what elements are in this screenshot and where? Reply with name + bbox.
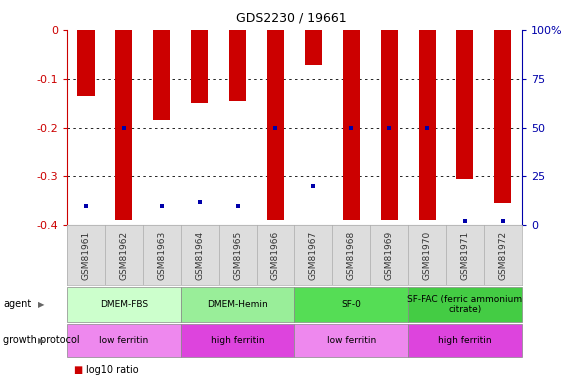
Text: GSM81961: GSM81961 (82, 230, 90, 280)
Bar (381, 30, 398, 220)
Bar (456, 30, 473, 179)
Text: ▶: ▶ (37, 336, 44, 345)
Text: GSM81965: GSM81965 (233, 230, 242, 280)
Text: high ferritin: high ferritin (438, 336, 491, 345)
Text: GSM81972: GSM81972 (498, 230, 507, 280)
Text: growth protocol: growth protocol (3, 335, 79, 345)
Text: GSM81970: GSM81970 (423, 230, 431, 280)
Bar (267, 30, 284, 220)
Bar (229, 30, 246, 101)
Text: ▶: ▶ (37, 300, 44, 309)
Bar (494, 30, 511, 203)
Text: agent: agent (3, 299, 31, 309)
Text: low ferritin: low ferritin (326, 336, 376, 345)
Text: GSM81967: GSM81967 (309, 230, 318, 280)
Text: GSM81964: GSM81964 (195, 230, 204, 280)
Text: DMEM-Hemin: DMEM-Hemin (207, 300, 268, 309)
Bar (78, 30, 94, 96)
Bar (115, 30, 132, 220)
Bar (191, 30, 208, 103)
Text: GSM81968: GSM81968 (347, 230, 356, 280)
Text: GSM81971: GSM81971 (461, 230, 469, 280)
Bar (343, 30, 360, 220)
Text: GSM81962: GSM81962 (120, 230, 128, 280)
Bar (419, 30, 436, 220)
Text: ■: ■ (73, 365, 82, 375)
Text: GSM81963: GSM81963 (157, 230, 166, 280)
Text: log10 ratio: log10 ratio (86, 365, 138, 375)
Text: low ferritin: low ferritin (99, 336, 149, 345)
Text: GDS2230 / 19661: GDS2230 / 19661 (236, 11, 347, 24)
Bar (153, 30, 170, 120)
Text: GSM81966: GSM81966 (271, 230, 280, 280)
Text: DMEM-FBS: DMEM-FBS (100, 300, 148, 309)
Text: SF-FAC (ferric ammonium
citrate): SF-FAC (ferric ammonium citrate) (408, 295, 522, 314)
Bar (305, 30, 322, 65)
Text: GSM81969: GSM81969 (385, 230, 394, 280)
Text: SF-0: SF-0 (341, 300, 361, 309)
Text: high ferritin: high ferritin (211, 336, 264, 345)
